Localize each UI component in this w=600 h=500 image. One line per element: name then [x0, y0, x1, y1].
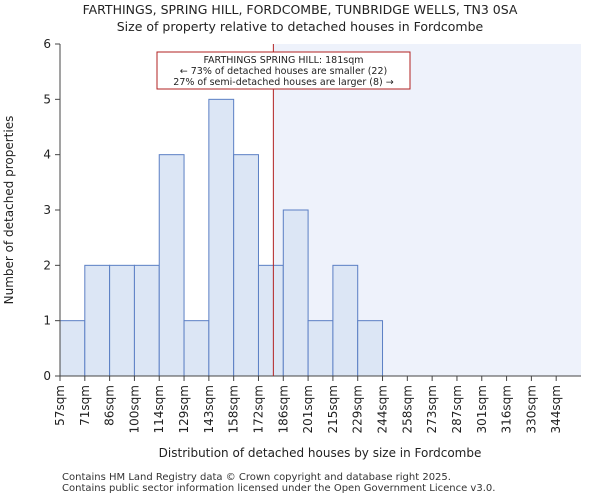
y-tick-label: 4: [43, 148, 51, 162]
x-tick-label: 129sqm: [177, 385, 191, 433]
x-tick-label: 186sqm: [276, 385, 290, 433]
x-tick-label: 143sqm: [202, 385, 216, 433]
annotation-box: [156, 51, 411, 90]
bar-215sqm: [332, 264, 359, 377]
x-tick-label: 201sqm: [301, 385, 315, 433]
bar-172sqm: [257, 264, 284, 377]
bar-143sqm: [208, 98, 235, 377]
chart-title: FARTHINGS, SPRING HILL, FORDCOMBE, TUNBR…: [82, 2, 518, 17]
x-tick-label: 258sqm: [400, 385, 414, 433]
y-axis-label: Number of detached properties: [2, 116, 16, 305]
x-tick-label: 215sqm: [326, 385, 340, 433]
x-tick-label: 57sqm: [53, 385, 67, 426]
y-tick-label: 2: [43, 258, 51, 272]
bar-86sqm: [109, 264, 135, 377]
x-tick-label: 344sqm: [549, 385, 563, 433]
bar-100sqm: [133, 264, 160, 377]
x-tick-label: 301sqm: [475, 385, 489, 433]
x-tick-label: 172sqm: [251, 385, 265, 433]
y-tick-label: 5: [43, 92, 51, 106]
x-tick-label: 114sqm: [152, 385, 166, 433]
x-tick-label: 158sqm: [227, 385, 241, 433]
histogram-chart: 0 1 2 3 4 5 6 57sqm 71sqm 86sqm 100sqm 114sqm 129sqm…: [2, 37, 581, 460]
x-tick-label: 287sqm: [450, 385, 464, 433]
x-tick-label: 71sqm: [78, 385, 92, 426]
bar-114sqm: [158, 154, 185, 377]
bar-71sqm: [84, 264, 111, 377]
chart-subtitle: Size of property relative to detached ho…: [116, 19, 484, 34]
x-tick-label: 330sqm: [524, 385, 538, 433]
bar-186sqm: [282, 209, 309, 377]
x-axis-label: Distribution of detached houses by size …: [159, 446, 482, 460]
annotation-text: ← 73% of detached houses are smaller (22…: [180, 66, 387, 77]
y-tick-label: 0: [43, 369, 51, 383]
x-tick-label: 229sqm: [351, 385, 365, 433]
y-tick-label: 6: [43, 37, 51, 51]
annotation-text: FARTHINGS SPRING HILL: 181sqm: [203, 55, 363, 66]
bar-229sqm: [357, 320, 384, 377]
footer-licence: Contains public sector information licen…: [62, 483, 496, 494]
annotation-text: 27% of semi-detached houses are larger (…: [173, 77, 393, 88]
bar-129sqm: [183, 320, 210, 377]
footer-copyright: Contains HM Land Registry data © Crown c…: [62, 472, 451, 483]
y-tick-label: 1: [43, 314, 51, 328]
bar-158sqm: [233, 154, 259, 377]
x-tick-label: 86sqm: [103, 385, 117, 426]
bar-201sqm: [307, 320, 334, 377]
bar-57sqm: [59, 320, 86, 377]
y-tick-label: 3: [43, 203, 51, 217]
x-tick-label: 244sqm: [376, 385, 390, 433]
x-tick-label: 273sqm: [425, 385, 439, 433]
x-tick-label: 316sqm: [500, 385, 514, 433]
x-tick-label: 100sqm: [127, 385, 141, 433]
